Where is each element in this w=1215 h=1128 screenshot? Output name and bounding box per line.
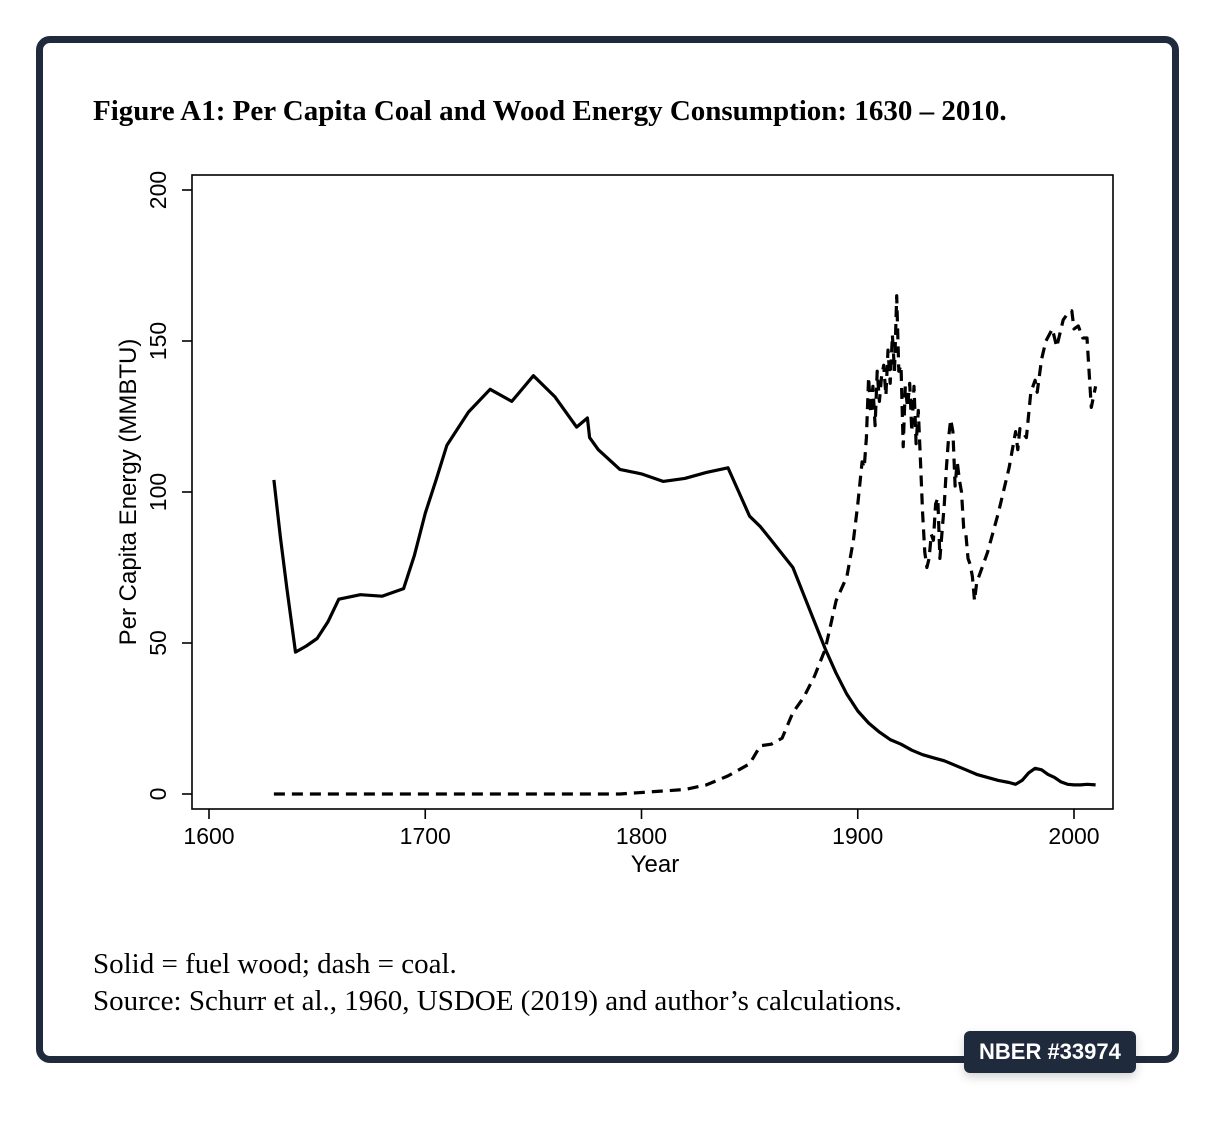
x-tick-label-1600: 1600 bbox=[183, 823, 234, 849]
y-tick-label-100: 100 bbox=[145, 473, 171, 511]
figure-note: Solid = fuel wood; dash = coal. bbox=[93, 948, 457, 980]
x-tick-label-1900: 1900 bbox=[832, 823, 883, 849]
figure-source: Source: Schurr et al., 1960, USDOE (2019… bbox=[93, 985, 902, 1017]
x-tick-label-2000: 2000 bbox=[1048, 823, 1099, 849]
y-axis-title: Per Capita Energy (MMBTU) bbox=[115, 339, 142, 646]
y-tick-label-200: 200 bbox=[145, 171, 171, 209]
figure-card: Figure A1: Per Capita Coal and Wood Ener… bbox=[36, 36, 1179, 1073]
y-tick-label-150: 150 bbox=[145, 322, 171, 360]
y-tick-label-0: 0 bbox=[145, 788, 171, 801]
x-axis-title: Year bbox=[631, 851, 680, 878]
nber-badge: NBER #33974 bbox=[964, 1031, 1136, 1073]
plot-frame bbox=[191, 174, 1114, 810]
wood-series-line bbox=[272, 374, 1096, 787]
series-layer bbox=[272, 294, 1098, 796]
x-tick-label-1800: 1800 bbox=[616, 823, 667, 849]
figure-title: Figure A1: Per Capita Coal and Wood Ener… bbox=[93, 95, 1007, 127]
coal-series-line bbox=[273, 294, 1098, 796]
x-tick-label-1700: 1700 bbox=[400, 823, 451, 849]
axes-layer: 1600 1700 1800 1900 2000 0 50 100 150 200 bbox=[145, 171, 1100, 849]
y-tick-label-50: 50 bbox=[145, 630, 171, 656]
